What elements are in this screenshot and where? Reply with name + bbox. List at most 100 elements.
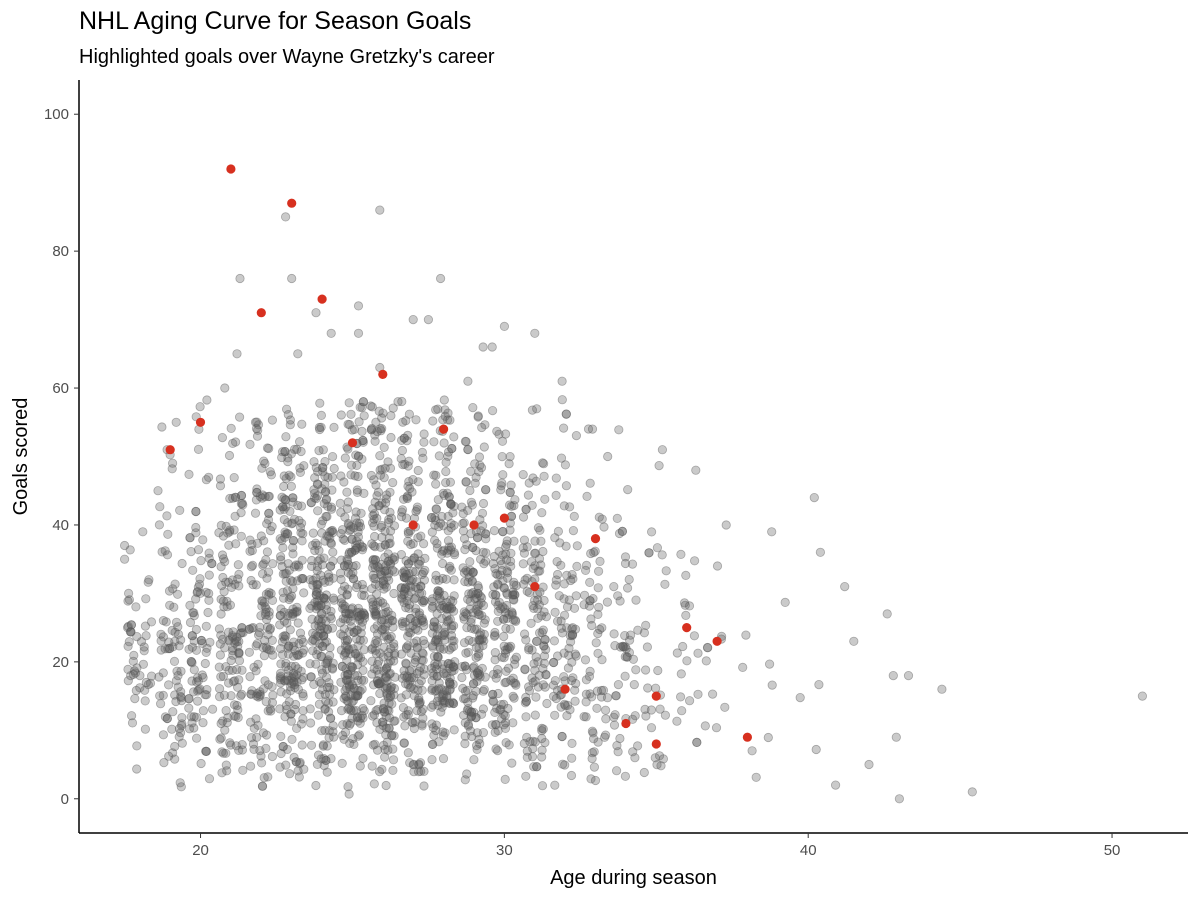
player-season-point <box>156 629 166 639</box>
player-season-point <box>427 684 437 694</box>
gretzky-season-point <box>378 369 388 379</box>
player-season-point <box>291 723 302 734</box>
player-season-point <box>588 728 598 738</box>
player-season-point <box>378 652 388 662</box>
player-season-point <box>316 600 326 611</box>
player-season-point <box>184 469 194 479</box>
player-season-point <box>426 663 437 674</box>
player-season-point <box>372 491 382 501</box>
player-season-point <box>506 548 516 558</box>
player-season-point <box>156 645 166 655</box>
player-season-point <box>204 588 214 599</box>
player-season-point <box>381 582 391 592</box>
player-season-point <box>381 631 392 641</box>
player-season-point <box>557 731 567 742</box>
player-season-point <box>153 486 163 496</box>
player-season-point <box>567 629 578 640</box>
player-season-point <box>174 732 184 742</box>
player-season-point <box>380 625 390 635</box>
player-season-point <box>478 704 488 714</box>
player-season-point <box>448 662 459 672</box>
player-season-point <box>382 683 392 693</box>
player-season-point <box>326 328 336 338</box>
player-season-point <box>321 637 332 647</box>
player-season-point <box>293 618 303 628</box>
player-season-point <box>438 727 448 737</box>
player-season-point <box>184 644 194 654</box>
player-season-point <box>230 492 241 502</box>
player-season-point <box>642 642 653 652</box>
player-season-point <box>468 567 478 577</box>
player-season-point <box>780 597 790 608</box>
player-season-point <box>440 728 450 738</box>
player-season-point <box>469 707 479 717</box>
player-season-point <box>412 502 422 512</box>
player-season-point <box>320 704 330 714</box>
player-season-point <box>299 764 309 774</box>
player-season-point <box>627 559 638 569</box>
player-season-point <box>284 594 294 605</box>
player-season-point <box>237 665 247 675</box>
player-season-point <box>551 490 561 500</box>
player-season-point <box>475 591 485 601</box>
player-season-point <box>408 314 418 325</box>
player-season-point <box>352 659 363 670</box>
player-season-point <box>169 656 180 667</box>
player-season-point <box>381 664 391 674</box>
player-season-point <box>259 773 269 783</box>
player-season-point <box>311 493 321 504</box>
player-season-point <box>319 623 329 634</box>
player-season-point <box>894 794 905 804</box>
player-season-point <box>263 680 273 690</box>
player-season-point <box>327 525 337 536</box>
player-season-point <box>414 760 424 770</box>
player-season-point <box>388 755 399 765</box>
player-season-point <box>238 500 248 510</box>
player-season-point <box>499 614 509 624</box>
player-season-point <box>202 395 212 405</box>
player-season-point <box>186 656 196 667</box>
player-season-point <box>339 734 349 744</box>
player-season-point <box>449 520 459 530</box>
player-season-point <box>618 641 628 652</box>
player-season-point <box>220 556 230 567</box>
player-season-point <box>234 648 244 658</box>
player-season-point <box>511 680 521 690</box>
player-season-point <box>471 712 481 723</box>
player-season-point <box>358 665 368 676</box>
player-season-point <box>403 430 413 440</box>
player-season-point <box>399 572 410 583</box>
player-season-point <box>130 693 140 704</box>
player-season-point <box>191 522 201 533</box>
player-season-point <box>496 699 506 710</box>
player-season-point <box>652 543 663 553</box>
player-season-point <box>231 711 241 722</box>
player-season-point <box>261 589 271 599</box>
player-season-point <box>387 699 397 709</box>
player-season-point <box>230 492 241 502</box>
player-season-point <box>470 593 480 604</box>
player-season-point <box>429 617 439 627</box>
player-season-point <box>295 628 306 638</box>
player-season-point <box>170 636 180 647</box>
player-season-point <box>449 550 460 560</box>
player-season-point <box>204 570 214 580</box>
player-season-point <box>427 685 437 695</box>
player-season-point <box>285 625 295 635</box>
player-season-point <box>380 526 390 536</box>
player-season-point <box>447 666 457 677</box>
player-season-point <box>511 580 521 591</box>
player-season-point <box>566 675 577 686</box>
player-season-point <box>207 558 217 569</box>
player-season-point <box>419 429 429 439</box>
player-season-point <box>440 685 450 696</box>
player-season-point <box>372 659 383 670</box>
player-season-point <box>321 696 331 706</box>
player-season-point <box>327 472 337 482</box>
player-season-point <box>550 780 560 790</box>
player-season-point <box>597 655 607 665</box>
player-season-point <box>329 685 339 695</box>
player-season-point <box>237 739 247 750</box>
player-season-point <box>407 487 417 497</box>
player-season-point <box>265 625 275 635</box>
